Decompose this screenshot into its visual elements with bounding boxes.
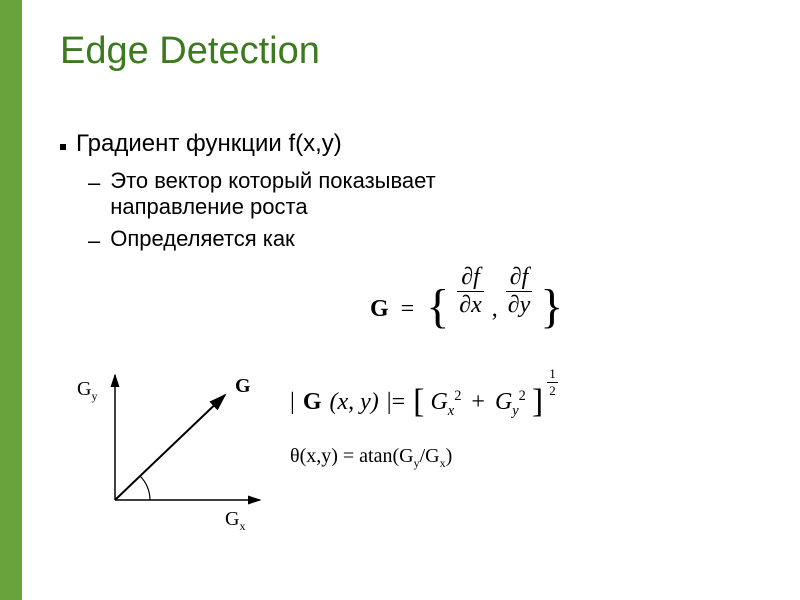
sub1-line1: Это вектор который показывает — [110, 168, 436, 193]
dfdx: ∂f ∂x — [457, 264, 484, 319]
bullet1-text: Градиент функции f(x,y) — [76, 130, 342, 158]
mag-args: (x, y) — [329, 389, 378, 415]
brace-open: { — [426, 280, 449, 333]
brace-close: } — [540, 280, 563, 333]
accent-bar — [0, 0, 22, 600]
diagram-Gy: Gy — [77, 378, 97, 404]
G-lhs: G — [370, 296, 389, 322]
theta-formula: θ(x,y) = atan(Gy/Gx) — [290, 445, 452, 471]
mag-G: G — [303, 389, 322, 415]
bullet-dash-2: – — [88, 228, 100, 254]
bar-close-eq: |= — [387, 389, 405, 415]
sub1-text: Это вектор который показывает направлени… — [110, 168, 436, 220]
eq-sign: = — [401, 296, 415, 322]
bracket-open: [ — [413, 383, 424, 420]
theta-main: θ(x,y) = atan(G — [290, 445, 414, 467]
bullet-dot — [60, 144, 66, 150]
gradient-diagram: Gy G Gx — [75, 360, 285, 530]
bullet-dash: – — [88, 170, 100, 196]
diagram-Gx: Gx — [225, 508, 245, 534]
bullet-level2: – Это вектор который показывает направле… — [88, 168, 760, 220]
sub2-text: Определяется как — [110, 226, 294, 252]
bullet-level2-b: – Определяется как — [88, 226, 760, 254]
magnitude-formula: | G (x, y) |= [ Gx2 + Gy2 ] 1 2 — [290, 380, 558, 420]
diagram-G: G — [235, 375, 251, 398]
mag-sq2: 2 — [519, 388, 526, 404]
bracket-close: ] — [532, 383, 543, 420]
mag-Gx: G — [430, 389, 447, 415]
theta-mid: /G — [420, 445, 440, 467]
body-content: Градиент функции f(x,y) – Это вектор кот… — [60, 130, 760, 260]
mag-Gy-sub: y — [512, 403, 518, 419]
mag-Gy: G — [495, 389, 512, 415]
sub1-line2: направление роста — [110, 194, 307, 219]
comma: , — [492, 296, 498, 322]
theta-end: ) — [446, 445, 453, 467]
mag-plus: + — [471, 389, 485, 415]
gradient-formula: G = { ∂f ∂x , ∂f ∂y } — [370, 268, 563, 328]
mag-Gx-sub: x — [448, 403, 454, 419]
mag-exp: 1 2 — [547, 366, 558, 399]
mag-sq1: 2 — [454, 388, 461, 404]
dfdy: ∂f ∂y — [506, 264, 533, 319]
diagram-svg — [75, 360, 285, 530]
bullet-level1: Градиент функции f(x,y) — [60, 130, 760, 158]
slide-title: Edge Detection — [60, 30, 320, 73]
bar-open: | — [290, 389, 295, 415]
